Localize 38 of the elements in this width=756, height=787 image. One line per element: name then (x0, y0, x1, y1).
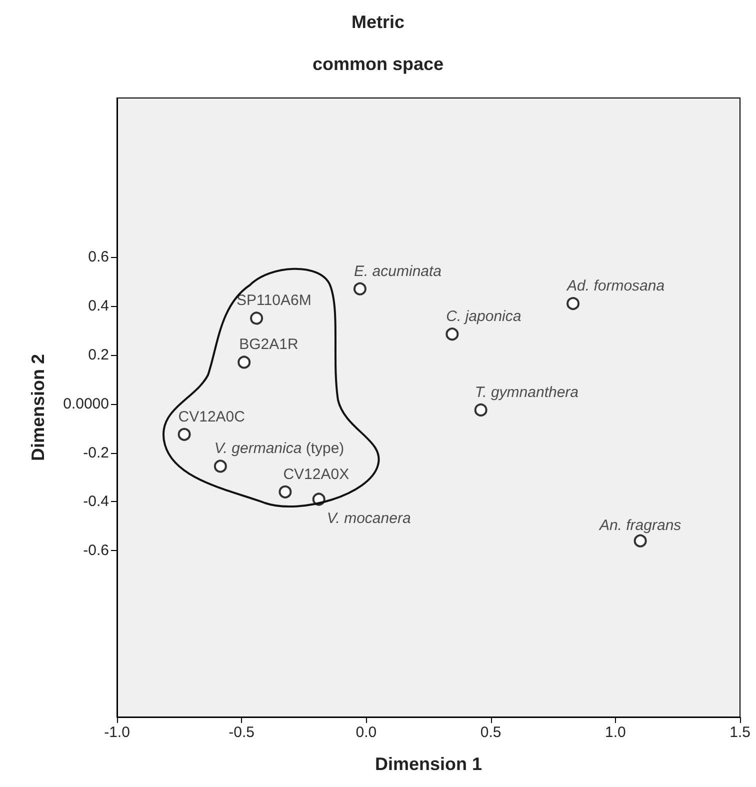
annotation: V. mocanera (326, 510, 411, 528)
annotation: CV12A0X (283, 466, 350, 483)
x-tick-label: -0.5 (228, 724, 255, 741)
x-tick-label: 0.5 (480, 724, 502, 741)
point (250, 312, 264, 325)
y-tick-label: -0.2 (83, 444, 109, 462)
x-axis-title: Dimension 1 (374, 754, 482, 774)
point (634, 534, 647, 548)
y-tick-label: 0.0000 (63, 395, 109, 412)
x-tick-label: 1.0 (604, 724, 626, 741)
point (238, 356, 251, 369)
chart-subtitle: common space (312, 54, 444, 74)
point (353, 282, 366, 296)
x-tick-label: 0.0 (356, 724, 377, 741)
point (474, 403, 488, 416)
y-tick-label: 0.2 (88, 346, 109, 364)
annotation: T. gymnanthera (474, 384, 579, 401)
annotation: V. germanica (type) (214, 440, 344, 458)
y-tick-label: -0.6 (83, 542, 109, 560)
point (446, 328, 459, 341)
point (214, 460, 227, 473)
annotation: CV12A0C (178, 408, 246, 426)
annotation: C. japonica (446, 308, 522, 326)
x-tick-label: 1.5 (730, 724, 750, 741)
point (566, 297, 580, 310)
chart-title: Metric (351, 12, 405, 32)
annotation: An. fragrans (598, 516, 682, 534)
y-axis-title: Dimension 2 (28, 354, 48, 462)
y-tick-label: -0.4 (83, 493, 109, 510)
y-tick-label: 0.6 (88, 248, 109, 266)
annotation: SP110A6M (236, 292, 312, 310)
annotation: Ad. formosana (566, 278, 665, 295)
annotation: E. acuminata (354, 262, 442, 280)
point (278, 485, 292, 498)
annotation: BG2A1R (239, 336, 298, 354)
point (178, 428, 191, 441)
y-tick-label: 0.4 (88, 297, 109, 314)
x-tick-label: -1.0 (104, 724, 130, 741)
